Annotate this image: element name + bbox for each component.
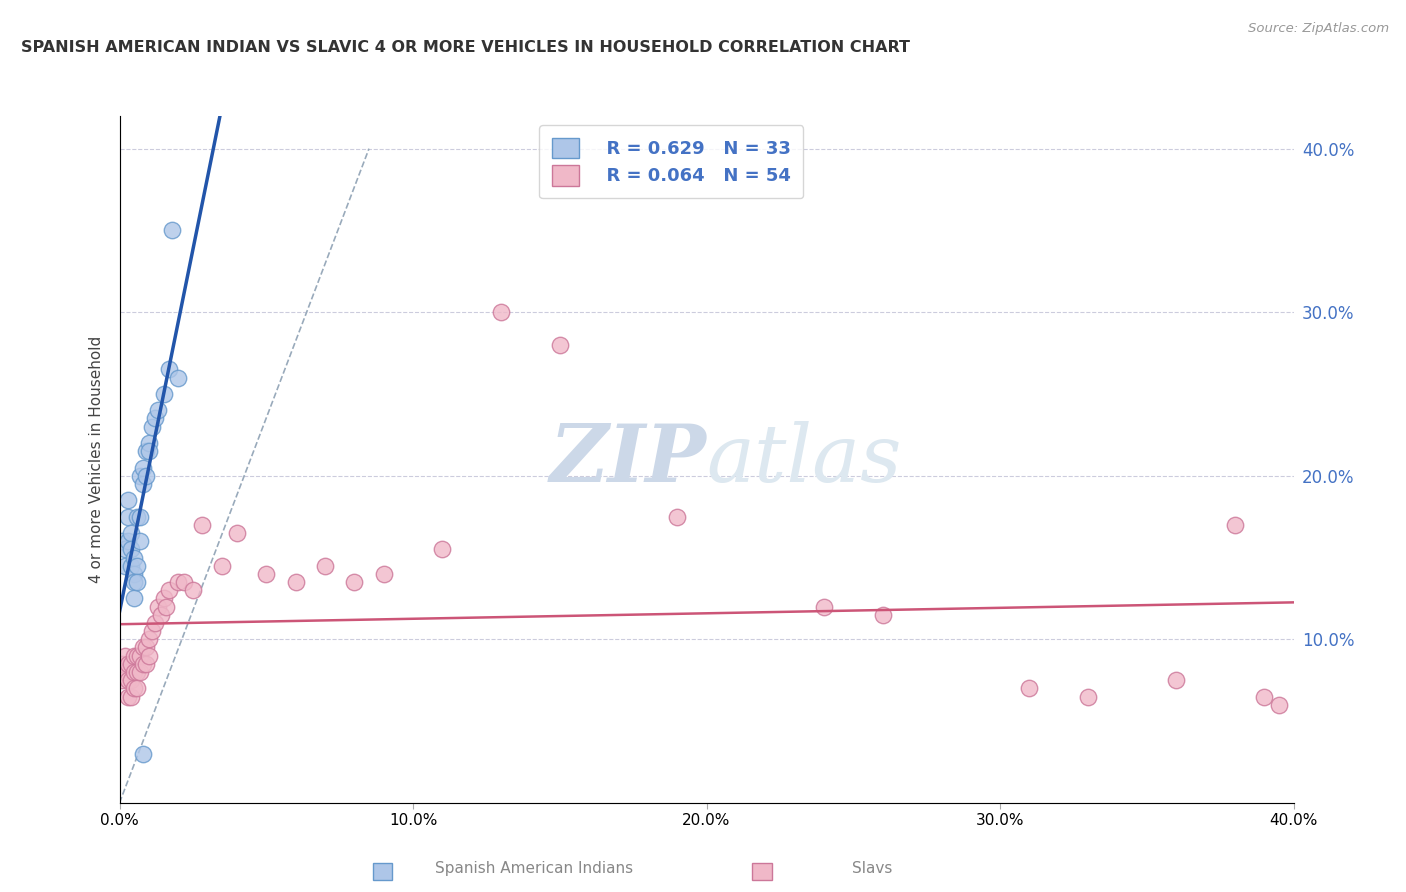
Point [117, 509, 139, 524]
Point [127, 665, 149, 679]
Point [111, 657, 134, 671]
Point [135, 657, 157, 671]
Point [114, 558, 136, 573]
Point [122, 574, 145, 589]
Point [132, 657, 155, 671]
Point [135, 468, 157, 483]
Point [155, 599, 177, 614]
Point [1223, 517, 1246, 532]
Point [181, 583, 204, 598]
Point [343, 574, 366, 589]
Point [111, 673, 134, 688]
Point [548, 338, 571, 352]
Point [489, 305, 512, 319]
Point [167, 370, 190, 384]
Point [114, 665, 136, 679]
Point [129, 665, 152, 679]
Point [127, 574, 149, 589]
Point [284, 574, 307, 589]
Point [1268, 698, 1291, 712]
Point [122, 665, 145, 679]
Point [162, 223, 184, 237]
Text: ZIP: ZIP [550, 421, 707, 498]
Point [129, 534, 152, 549]
Point [149, 607, 172, 622]
Point [143, 411, 166, 425]
Point [373, 566, 395, 581]
Point [120, 558, 142, 573]
Point [122, 566, 145, 581]
Point [146, 403, 169, 417]
Point [120, 690, 142, 704]
Point [432, 542, 454, 557]
Point [138, 648, 160, 663]
Legend:   R = 0.629   N = 33,   R = 0.064   N = 54: R = 0.629 N = 33, R = 0.064 N = 54 [540, 125, 803, 198]
Point [127, 509, 149, 524]
Point [666, 509, 689, 524]
Point [114, 542, 136, 557]
Point [114, 648, 136, 663]
Point [127, 648, 149, 663]
Point [141, 419, 163, 434]
Point [132, 640, 155, 655]
Point [173, 574, 195, 589]
Point [117, 534, 139, 549]
Point [157, 583, 180, 598]
Point [152, 387, 174, 401]
Point [141, 624, 163, 639]
Text: Spanish American Indians: Spanish American Indians [436, 861, 633, 876]
Point [1077, 690, 1099, 704]
Point [122, 648, 145, 663]
Point [117, 657, 139, 671]
Point [872, 607, 894, 622]
Point [135, 444, 157, 458]
Point [138, 444, 160, 458]
Point [127, 558, 149, 573]
Point [122, 591, 145, 606]
Text: Source: ZipAtlas.com: Source: ZipAtlas.com [1249, 22, 1389, 36]
Point [190, 517, 212, 532]
Point [120, 542, 142, 557]
Point [120, 673, 142, 688]
Point [120, 525, 142, 540]
Point [143, 615, 166, 630]
Point [254, 566, 277, 581]
Point [132, 747, 155, 761]
Point [135, 640, 157, 655]
Point [1253, 690, 1275, 704]
Text: Slavs: Slavs [852, 861, 891, 876]
Point [129, 648, 152, 663]
Point [211, 558, 233, 573]
Point [138, 632, 160, 647]
Point [122, 681, 145, 696]
Text: atlas: atlas [707, 421, 901, 498]
Point [117, 673, 139, 688]
Point [117, 493, 139, 508]
Y-axis label: 4 or more Vehicles in Household: 4 or more Vehicles in Household [89, 335, 104, 583]
Point [120, 657, 142, 671]
Text: SPANISH AMERICAN INDIAN VS SLAVIC 4 OR MORE VEHICLES IN HOUSEHOLD CORRELATION CH: SPANISH AMERICAN INDIAN VS SLAVIC 4 OR M… [21, 40, 910, 55]
Point [314, 558, 336, 573]
Point [111, 534, 134, 549]
Point [157, 362, 180, 376]
Point [127, 681, 149, 696]
Point [138, 436, 160, 450]
Point [167, 574, 190, 589]
Point [132, 476, 155, 491]
Point [146, 599, 169, 614]
Point [152, 591, 174, 606]
Point [225, 525, 249, 540]
Point [132, 460, 155, 475]
Point [129, 509, 152, 524]
Point [129, 468, 152, 483]
Point [1018, 681, 1040, 696]
Point [117, 690, 139, 704]
Point [122, 550, 145, 565]
Point [1164, 673, 1187, 688]
Point [813, 599, 835, 614]
